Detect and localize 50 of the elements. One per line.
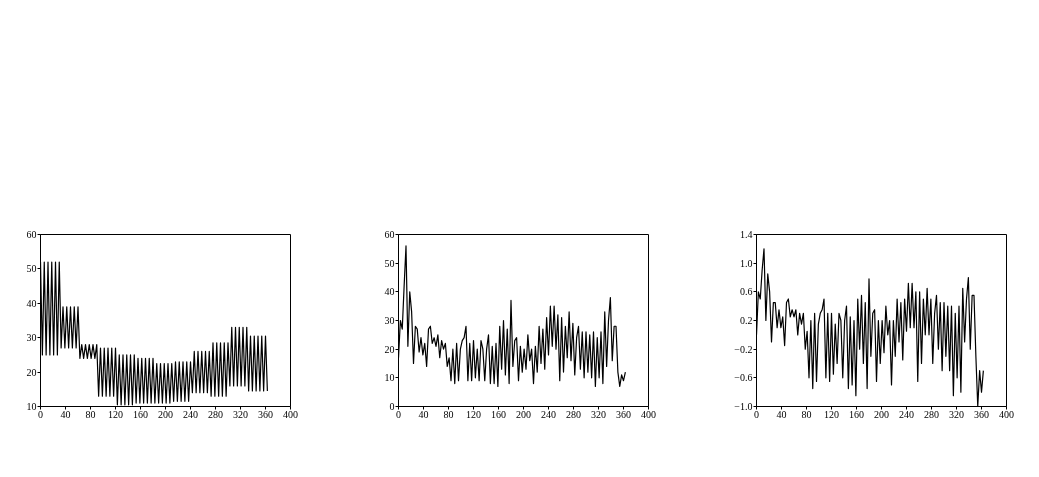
y-tick-label: 0 — [389, 401, 395, 412]
x-tick-label: 120 — [466, 408, 481, 420]
y-tick-label: 40 — [384, 286, 395, 298]
x-tick-label: 240 — [899, 408, 914, 420]
y-tick-label: 50 — [384, 257, 395, 269]
y-tick-label: 60 — [384, 229, 395, 240]
x-tick-label: 200 — [874, 408, 889, 420]
y-tick-label: 20 — [26, 366, 37, 378]
x-tick-label: 320 — [233, 408, 248, 420]
x-tick-label: 120 — [108, 408, 123, 420]
y-tick-label: −1.0 — [734, 401, 753, 412]
x-tick-label: 320 — [949, 408, 964, 420]
y-tick-label: −0.2 — [734, 343, 753, 355]
x-tick-label: 80 — [801, 408, 812, 420]
x-tick-label: 160 — [491, 408, 506, 420]
x-tick-label: 360 — [616, 408, 631, 420]
x-tick-label: 400 — [283, 408, 298, 420]
x-tick-label: 120 — [824, 408, 839, 420]
x-tick-label: 40 — [418, 408, 429, 420]
y-tick-label: 0.2 — [740, 315, 753, 326]
y-tick-label: 0.6 — [740, 286, 753, 298]
x-tick-label: 200 — [516, 408, 531, 420]
y-tick-label: −0.6 — [734, 372, 753, 384]
x-tick-label: 80 — [443, 408, 454, 420]
x-tick-label: 360 — [258, 408, 273, 420]
x-tick-label: 320 — [591, 408, 606, 420]
y-tick-label: 50 — [26, 263, 37, 275]
x-tick-label: 80 — [85, 408, 96, 420]
x-tick-label: 40 — [776, 408, 787, 420]
y-tick-label: 40 — [26, 297, 37, 309]
x-tick-label: 400 — [999, 408, 1014, 420]
x-tick-label: 400 — [641, 408, 656, 420]
y-tick-label: 20 — [384, 343, 395, 355]
y-tick-label: 10 — [384, 372, 395, 384]
x-tick-label: 200 — [158, 408, 173, 420]
x-tick-label: 240 — [541, 408, 556, 420]
y-tick-label: 1.0 — [740, 257, 753, 269]
y-tick-label: 30 — [384, 315, 395, 326]
x-tick-label: 40 — [60, 408, 71, 420]
x-tick-label: 240 — [183, 408, 198, 420]
x-tick-label: 160 — [849, 408, 864, 420]
x-tick-label: 280 — [566, 408, 581, 420]
x-tick-label: 160 — [133, 408, 148, 420]
y-tick-label: 60 — [26, 229, 37, 240]
y-tick-label: 30 — [26, 332, 37, 344]
x-tick-label: 280 — [208, 408, 223, 420]
y-tick-label: 1.4 — [740, 229, 753, 240]
x-tick-label: 360 — [974, 408, 989, 420]
x-tick-label: 280 — [924, 408, 939, 420]
y-tick-label: 10 — [26, 401, 37, 412]
